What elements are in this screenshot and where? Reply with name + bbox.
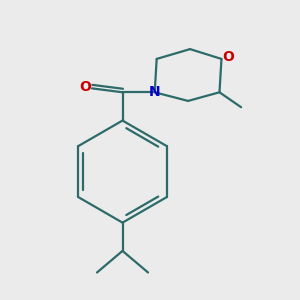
Text: O: O (223, 50, 235, 64)
Text: N: N (149, 85, 161, 99)
Text: O: O (79, 80, 91, 94)
